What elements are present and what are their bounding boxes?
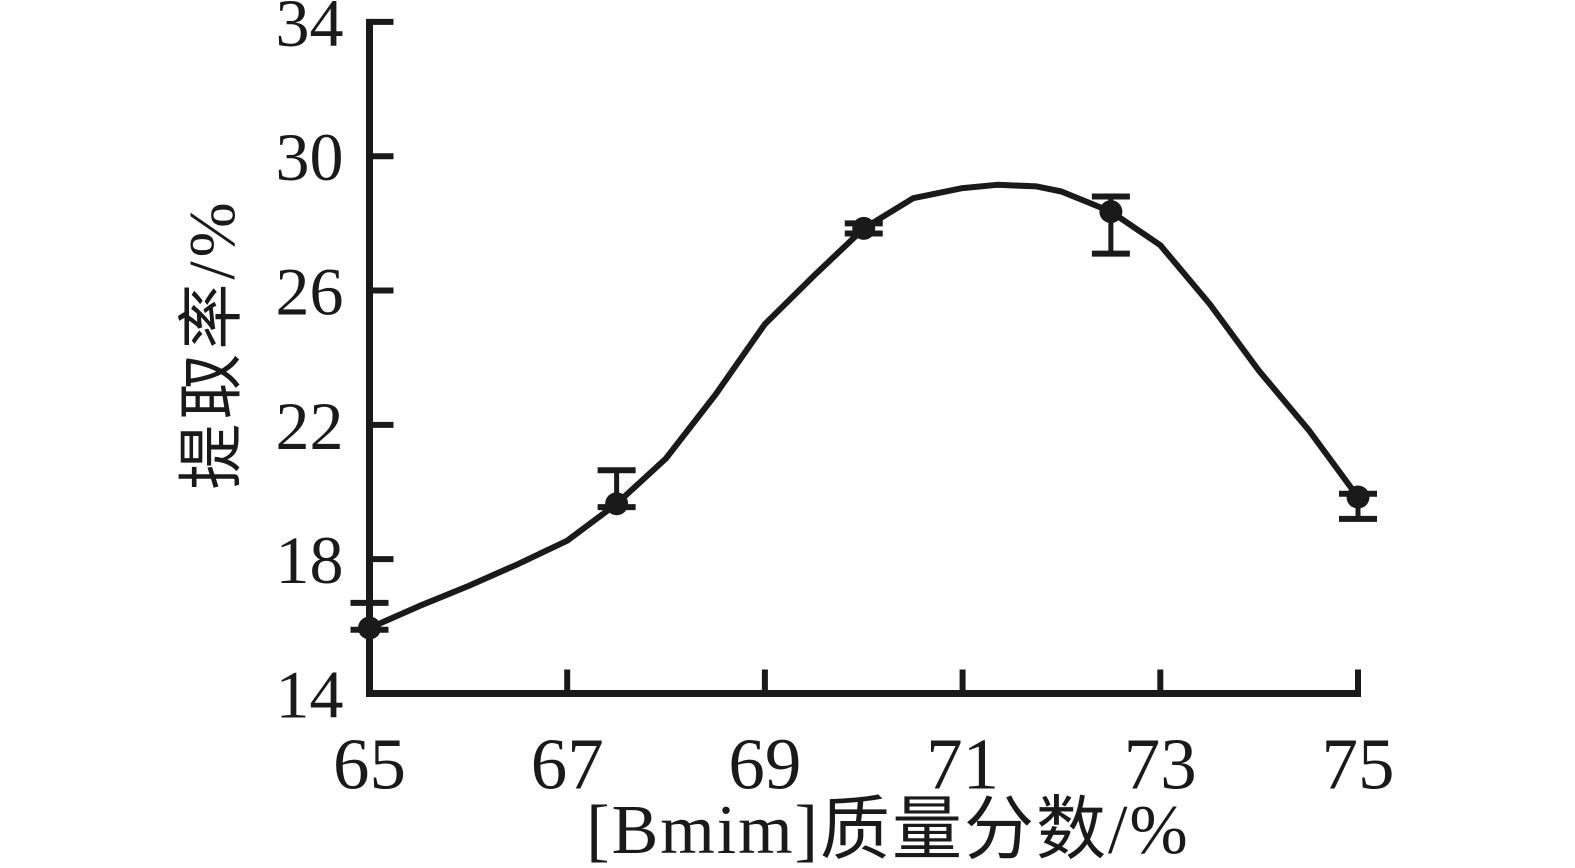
data-point-marker	[358, 616, 381, 640]
y-tick-label: 34	[276, 0, 344, 61]
y-tick-label: 18	[276, 522, 344, 598]
data-curve	[366, 181, 1361, 631]
data-point-marker	[852, 216, 876, 240]
y-tick-label: 26	[276, 254, 344, 330]
y-tick-label: 30	[276, 119, 344, 195]
x-tick-label: 73	[1124, 724, 1197, 805]
data-point-marker	[1346, 485, 1370, 509]
x-tick-label: 65	[333, 724, 406, 805]
x-tick-label: 75	[1322, 724, 1395, 805]
x-tick-label: 67	[531, 724, 604, 805]
y-tick-label: 22	[276, 388, 344, 464]
y-tick-label: 14	[276, 657, 344, 733]
x-axis-title: [Bmim]质量分数/%	[586, 792, 1190, 868]
y-axis-title: 提取率/%	[176, 198, 249, 490]
x-tick-label: 71	[926, 724, 999, 805]
x-tick-label: 69	[728, 724, 801, 805]
data-point-marker	[605, 492, 629, 516]
data-point-marker	[1099, 200, 1123, 224]
